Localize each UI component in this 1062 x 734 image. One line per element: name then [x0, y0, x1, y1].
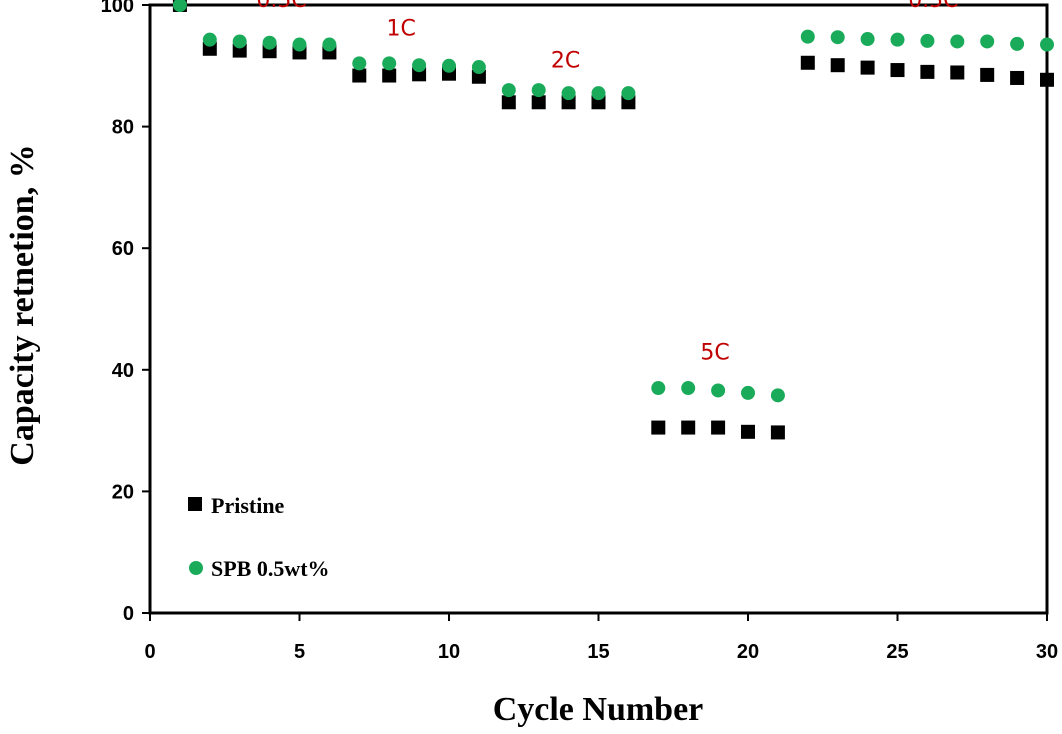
spb-point	[950, 34, 965, 49]
pristine-point	[471, 69, 486, 84]
x-tick-label: 30	[1036, 641, 1058, 663]
spb-point	[1010, 36, 1025, 51]
x-tick-label: 15	[587, 641, 609, 663]
y-tick-label: 80	[112, 117, 134, 139]
pristine-point	[800, 55, 815, 70]
pristine-point	[920, 64, 935, 79]
y-axis: 0 20 40 60 80 100	[101, 0, 150, 625]
pristine-point	[352, 68, 367, 83]
pristine-point	[711, 420, 726, 435]
spb-point	[860, 32, 875, 47]
legend-marker-pristine	[188, 497, 202, 511]
y-tick-label: 20	[112, 481, 134, 503]
pristine-point	[501, 95, 516, 110]
y-tick-label: 60	[112, 238, 134, 260]
pristine-point	[770, 425, 785, 440]
spb-point	[531, 83, 546, 98]
spb-point	[980, 34, 995, 49]
y-tick-label: 40	[112, 360, 134, 382]
spb-point	[830, 30, 845, 45]
spb-point	[262, 35, 277, 50]
spb-point	[890, 32, 905, 47]
pristine-point	[860, 60, 875, 75]
spb-point	[172, 0, 187, 12]
spb-point	[561, 86, 576, 101]
x-tick-label: 20	[737, 641, 759, 663]
spb-point	[412, 58, 427, 73]
rate-label: 5C	[700, 340, 729, 365]
pristine-point	[1040, 72, 1054, 87]
spb-point	[681, 381, 696, 396]
x-axis-title: Cycle Number	[493, 691, 704, 728]
spb-point	[1040, 37, 1054, 52]
legend-marker-spb	[189, 561, 203, 575]
pristine-point	[890, 63, 905, 78]
pristine-point	[830, 58, 845, 73]
y-axis-title: Capacity retnetion, %	[4, 144, 41, 465]
spb-point	[651, 381, 666, 396]
legend-label-spb: SPB 0.5wt%	[211, 556, 330, 581]
pristine-point	[382, 68, 397, 83]
legend: Pristine SPB 0.5wt%	[188, 493, 330, 581]
pristine-point	[651, 420, 666, 435]
data-marks	[172, 0, 1054, 440]
y-tick-label: 0	[123, 603, 134, 625]
spb-point	[591, 86, 606, 101]
pristine-point	[681, 420, 696, 435]
spb-point	[501, 83, 516, 98]
rate-label: 0.5C	[908, 0, 958, 13]
x-tick-label: 0	[144, 641, 155, 663]
legend-label-pristine: Pristine	[211, 493, 285, 518]
pristine-point	[980, 67, 995, 82]
y-tick-label: 100	[101, 0, 134, 17]
spb-point	[292, 37, 307, 52]
spb-point	[770, 388, 785, 403]
spb-point	[442, 58, 456, 73]
rate-label: 1C	[386, 16, 415, 41]
pristine-point	[531, 95, 546, 110]
spb-point	[352, 56, 367, 71]
spb-point	[471, 60, 486, 75]
x-axis: 0 5 10 15 20 25 30	[144, 613, 1058, 663]
spb-point	[382, 56, 397, 71]
pristine-point	[1010, 70, 1025, 85]
spb-point	[741, 385, 755, 400]
rate-label: 2C	[551, 49, 580, 74]
spb-point	[202, 32, 217, 47]
spb-point	[322, 37, 337, 52]
x-tick-label: 25	[886, 641, 908, 663]
spb-point	[711, 383, 726, 398]
x-tick-label: 10	[438, 641, 460, 663]
rate-label: 0.5C	[256, 0, 306, 13]
pristine-point	[741, 424, 755, 439]
spb-point	[621, 86, 636, 101]
pristine-point	[950, 65, 965, 80]
spb-point	[800, 29, 815, 44]
spb-point	[232, 34, 247, 49]
spb-point	[920, 33, 935, 48]
x-tick-label: 5	[294, 641, 305, 663]
